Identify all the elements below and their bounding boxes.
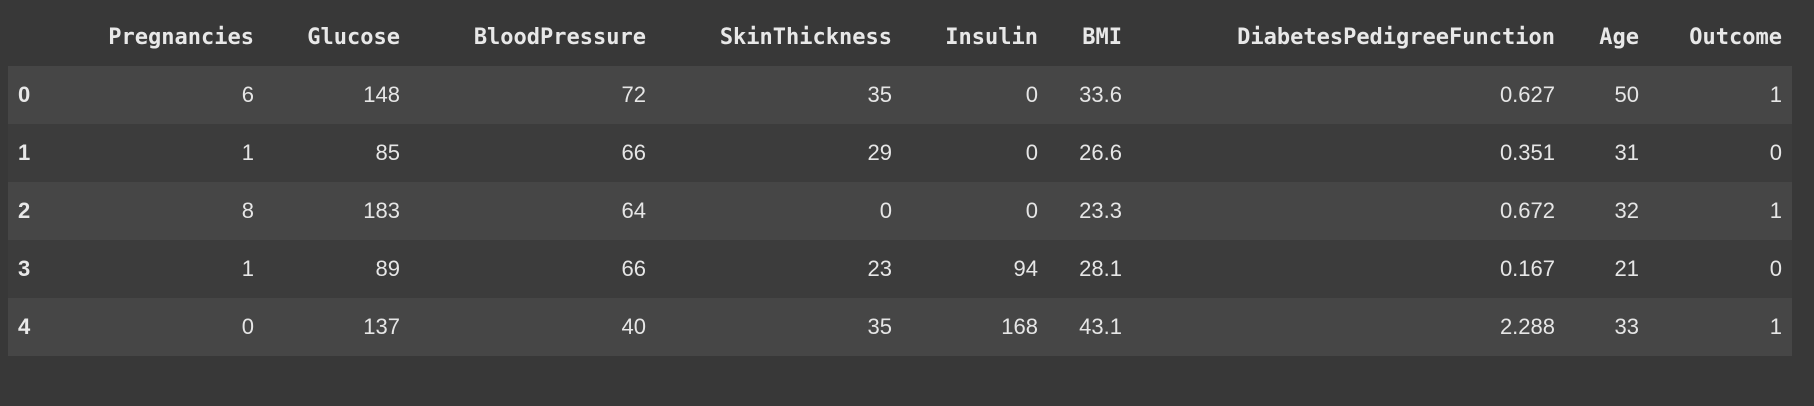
table-row: 0 6 148 72 35 0 33.6 0.627 50 1 <box>8 66 1792 124</box>
table-cell: 43.1 <box>1079 314 1122 339</box>
column-header-age: Age <box>1565 8 1649 66</box>
row-index: 1 <box>18 140 31 165</box>
table-cell: 0.351 <box>1499 140 1555 165</box>
table-cell: 33.6 <box>1079 82 1122 107</box>
table-cell: 0.627 <box>1499 82 1555 107</box>
table-cell: 94 <box>1013 256 1038 281</box>
dataframe-output: Pregnancies Glucose BloodPressure SkinTh… <box>8 8 1792 356</box>
table-row: 3 1 89 66 23 94 28.1 0.167 21 0 <box>8 240 1792 298</box>
table-cell: 66 <box>621 256 646 281</box>
table-cell: 66 <box>621 140 646 165</box>
table-cell: 72 <box>621 82 646 107</box>
table-cell: 0 <box>1769 256 1782 281</box>
table-cell: 26.6 <box>1079 140 1122 165</box>
column-header-diabetespedigreefunction: DiabetesPedigreeFunction <box>1132 8 1565 66</box>
table-cell: 23.3 <box>1079 198 1122 223</box>
table-cell: 1 <box>1769 314 1782 339</box>
table-cell: 21 <box>1614 256 1639 281</box>
table-cell: 1 <box>241 256 254 281</box>
dataframe-table: Pregnancies Glucose BloodPressure SkinTh… <box>8 8 1792 356</box>
table-cell: 6 <box>241 82 254 107</box>
table-cell: 0 <box>879 198 892 223</box>
table-cell: 0 <box>1769 140 1782 165</box>
header-row: Pregnancies Glucose BloodPressure SkinTh… <box>8 8 1792 66</box>
table-cell: 1 <box>241 140 254 165</box>
table-cell: 32 <box>1614 198 1639 223</box>
table-cell: 0 <box>241 314 254 339</box>
row-index: 0 <box>18 82 31 107</box>
row-index: 3 <box>18 256 31 281</box>
table-cell: 168 <box>1001 314 1038 339</box>
table-cell: 29 <box>867 140 892 165</box>
row-index: 4 <box>18 314 31 339</box>
table-cell: 0 <box>1025 198 1038 223</box>
table-cell: 33 <box>1614 314 1639 339</box>
table-cell: 0.672 <box>1499 198 1555 223</box>
table-cell: 35 <box>867 82 892 107</box>
table-row: 4 0 137 40 35 168 43.1 2.288 33 1 <box>8 298 1792 356</box>
table-cell: 1 <box>1769 82 1782 107</box>
table-cell: 2.288 <box>1499 314 1555 339</box>
table-cell: 35 <box>867 314 892 339</box>
index-header <box>8 8 56 66</box>
table-row: 2 8 183 64 0 0 23.3 0.672 32 1 <box>8 182 1792 240</box>
table-cell: 137 <box>363 314 400 339</box>
column-header-bmi: BMI <box>1048 8 1132 66</box>
table-row: 1 1 85 66 29 0 26.6 0.351 31 0 <box>8 124 1792 182</box>
column-header-outcome: Outcome <box>1649 8 1792 66</box>
table-cell: 85 <box>375 140 400 165</box>
table-cell: 23 <box>867 256 892 281</box>
table-cell: 64 <box>621 198 646 223</box>
table-cell: 89 <box>375 256 400 281</box>
table-cell: 0.167 <box>1499 256 1555 281</box>
row-index: 2 <box>18 198 31 223</box>
table-cell: 28.1 <box>1079 256 1122 281</box>
column-header-pregnancies: Pregnancies <box>56 8 264 66</box>
table-cell: 1 <box>1769 198 1782 223</box>
table-cell: 183 <box>363 198 400 223</box>
column-header-insulin: Insulin <box>902 8 1048 66</box>
table-cell: 0 <box>1025 82 1038 107</box>
table-cell: 40 <box>621 314 646 339</box>
table-cell: 50 <box>1614 82 1639 107</box>
column-header-glucose: Glucose <box>264 8 410 66</box>
table-cell: 0 <box>1025 140 1038 165</box>
table-cell: 8 <box>241 198 254 223</box>
table-cell: 148 <box>363 82 400 107</box>
table-cell: 31 <box>1614 140 1639 165</box>
column-header-bloodpressure: BloodPressure <box>410 8 656 66</box>
column-header-skinthickness: SkinThickness <box>656 8 902 66</box>
